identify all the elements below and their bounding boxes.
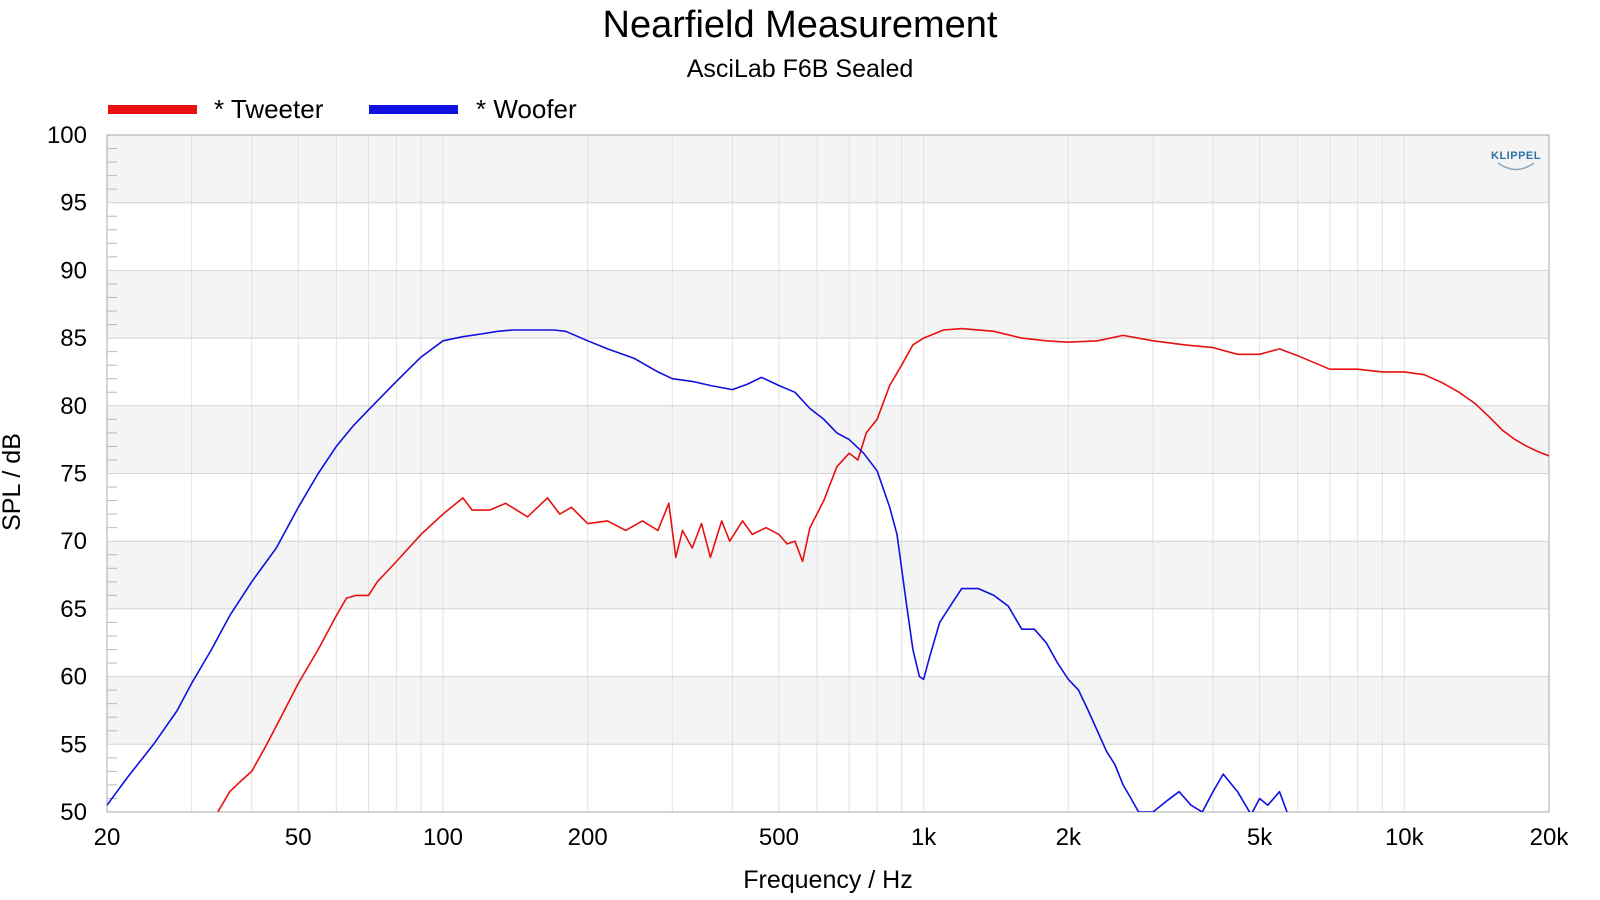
x-tick-label: 100 <box>423 824 463 851</box>
y-tick-label: 100 <box>47 122 87 149</box>
grid-lines <box>107 134 1549 813</box>
y-tick-label: 70 <box>60 528 87 555</box>
y-tick-label: 85 <box>60 325 87 352</box>
y-tick-label: 90 <box>60 257 87 284</box>
x-tick-label: 5k <box>1247 824 1273 851</box>
y-tick-label: 55 <box>60 731 87 758</box>
legend: * Tweeter * Woofer <box>108 94 577 124</box>
y-tick-label: 65 <box>60 596 87 623</box>
x-tick-label: 1k <box>911 824 937 851</box>
plot-band <box>107 270 1549 339</box>
y-tick-label: 75 <box>60 461 87 488</box>
x-tick-label: 50 <box>285 824 312 851</box>
legend-swatch-woofer <box>369 105 458 114</box>
x-tick-label: 20k <box>1530 824 1570 851</box>
legend-label-tweeter: * Tweeter <box>214 94 324 124</box>
y-tick-label: 50 <box>60 799 87 826</box>
x-tick-label: 10k <box>1385 824 1425 851</box>
y-tick-label: 60 <box>60 664 87 691</box>
series-lines <box>107 327 1549 812</box>
plot-band <box>107 676 1549 745</box>
plot-band <box>107 541 1549 609</box>
woofer-response-line <box>107 329 1288 812</box>
x-axis-ticks: 20 50 100 200 500 1k 2k 5k 10k 20k <box>94 824 1570 851</box>
x-tick-label: 20 <box>94 824 121 851</box>
klippel-logo-text: KLIPPEL <box>1491 150 1541 162</box>
x-axis-label: Frequency / Hz <box>743 866 913 894</box>
x-tick-label: 500 <box>759 824 799 851</box>
x-tick-label: 2k <box>1056 824 1082 851</box>
plot-frame <box>106 134 1550 813</box>
y-axis-ticks: 50 55 60 65 70 75 80 85 90 95 100 <box>47 122 117 826</box>
y-tick-label: 95 <box>60 190 87 217</box>
legend-label-woofer: * Woofer <box>476 94 577 124</box>
klippel-logo: KLIPPEL <box>1491 150 1541 171</box>
tweeter-response-line <box>217 327 1549 812</box>
plot-background-bands <box>107 135 1549 745</box>
chart-subtitle: AsciLab F6B Sealed <box>687 55 914 83</box>
klippel-logo-arc-icon <box>1497 162 1535 171</box>
plot-band <box>107 405 1549 474</box>
chart-title: Nearfield Measurement <box>603 4 998 46</box>
y-axis-label: SPL / dB <box>0 433 26 531</box>
plot-band <box>107 135 1549 203</box>
legend-swatch-tweeter <box>108 105 197 114</box>
y-tick-label: 80 <box>60 393 87 420</box>
x-tick-label: 200 <box>568 824 608 851</box>
